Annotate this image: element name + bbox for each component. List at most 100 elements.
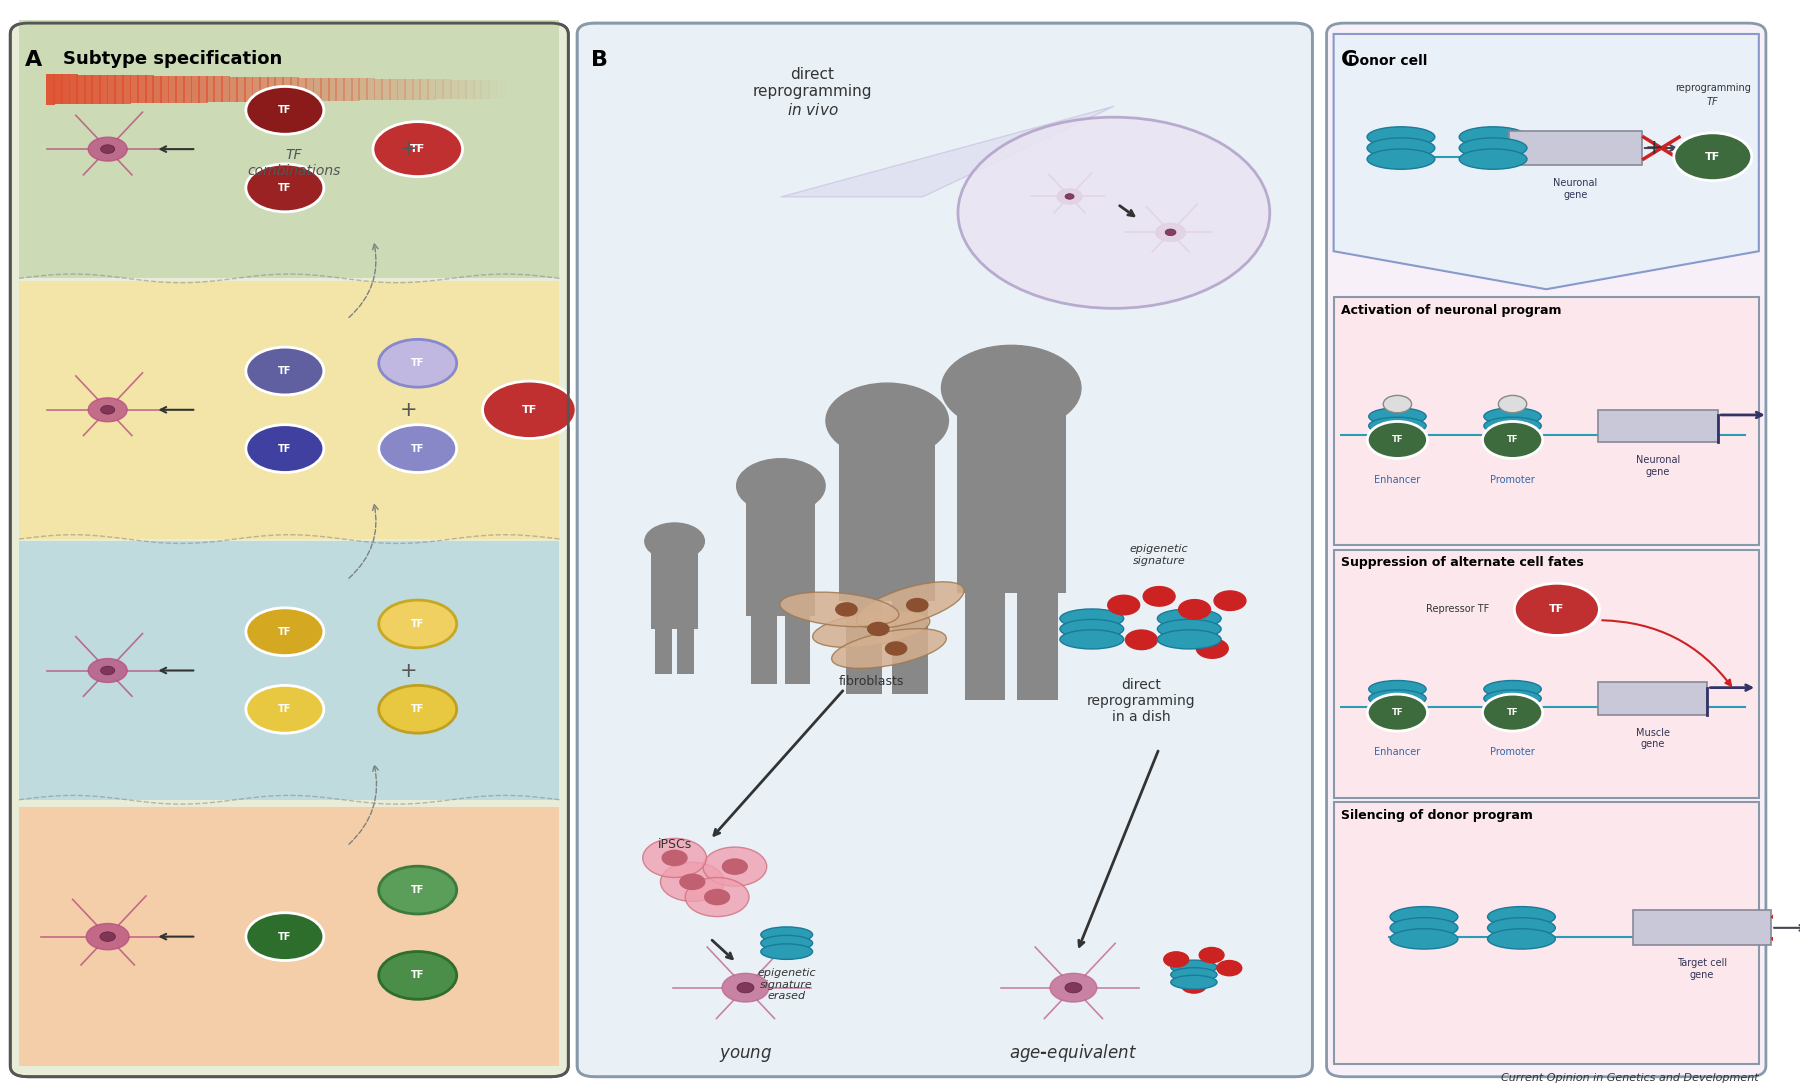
FancyBboxPatch shape: [578, 23, 1312, 1077]
Ellipse shape: [1483, 407, 1541, 425]
Ellipse shape: [761, 935, 812, 951]
Text: Enhancer: Enhancer: [1373, 475, 1420, 485]
Ellipse shape: [1366, 149, 1435, 169]
Bar: [1508, 131, 1642, 166]
Text: TF: TF: [1705, 151, 1721, 162]
Bar: [221, 76, 230, 102]
Bar: [450, 79, 459, 99]
Ellipse shape: [1483, 699, 1541, 717]
Text: direct
reprogramming
in a dish: direct reprogramming in a dish: [1087, 677, 1195, 724]
Ellipse shape: [761, 927, 812, 942]
Bar: [382, 78, 391, 100]
Bar: [20, 20, 560, 279]
Circle shape: [662, 851, 688, 866]
Ellipse shape: [1366, 138, 1435, 158]
FancyBboxPatch shape: [1327, 23, 1766, 1077]
Bar: [85, 75, 94, 105]
Bar: [45, 74, 56, 105]
Circle shape: [86, 923, 130, 950]
Circle shape: [1125, 631, 1157, 650]
Bar: [488, 81, 497, 99]
Bar: [160, 76, 169, 103]
Bar: [283, 77, 292, 101]
Text: TF: TF: [279, 443, 292, 454]
Circle shape: [247, 685, 324, 733]
Ellipse shape: [832, 628, 947, 669]
Circle shape: [1483, 421, 1543, 458]
Bar: [846, 592, 882, 695]
Circle shape: [868, 623, 889, 636]
Circle shape: [1368, 694, 1427, 731]
Bar: [191, 76, 200, 102]
Circle shape: [1165, 952, 1188, 967]
Text: TF: TF: [1507, 708, 1519, 718]
Bar: [434, 79, 445, 99]
Text: TF: TF: [410, 970, 425, 980]
Circle shape: [722, 859, 747, 874]
Text: Enhancer: Enhancer: [1373, 747, 1420, 757]
Bar: [76, 74, 86, 105]
Bar: [365, 78, 376, 100]
Ellipse shape: [1483, 681, 1541, 698]
Text: Subtype specification: Subtype specification: [63, 50, 283, 69]
Ellipse shape: [761, 944, 812, 959]
Circle shape: [247, 425, 324, 473]
Text: Muscle
gene: Muscle gene: [1636, 727, 1670, 749]
Circle shape: [101, 145, 115, 154]
Text: Neuronal
gene: Neuronal gene: [1636, 455, 1679, 477]
Bar: [328, 78, 337, 101]
Circle shape: [1066, 194, 1075, 199]
Circle shape: [378, 425, 457, 473]
Text: TF: TF: [410, 358, 425, 368]
Circle shape: [1197, 639, 1228, 658]
Circle shape: [247, 608, 324, 656]
Bar: [106, 75, 115, 103]
Ellipse shape: [1390, 929, 1458, 950]
Bar: [965, 584, 1006, 700]
Bar: [396, 78, 407, 100]
Polygon shape: [1334, 34, 1759, 290]
Bar: [184, 76, 193, 102]
Text: TF: TF: [1550, 604, 1564, 614]
Ellipse shape: [1170, 976, 1217, 989]
Polygon shape: [781, 107, 1114, 197]
Circle shape: [247, 347, 324, 395]
Bar: [351, 78, 360, 100]
Text: $\it{age}$-$\it{equivalent}$: $\it{age}$-$\it{equivalent}$: [1010, 1042, 1138, 1064]
Ellipse shape: [1060, 629, 1123, 649]
Ellipse shape: [1483, 690, 1541, 707]
Text: C: C: [1341, 50, 1357, 71]
Ellipse shape: [1487, 907, 1555, 927]
Bar: [412, 79, 421, 100]
Circle shape: [686, 878, 749, 917]
Bar: [61, 74, 70, 105]
Circle shape: [378, 952, 457, 1000]
Text: TF: TF: [410, 443, 425, 454]
Bar: [344, 78, 353, 100]
Ellipse shape: [1157, 620, 1220, 638]
Ellipse shape: [1157, 629, 1220, 649]
Text: iPSCs: iPSCs: [657, 839, 691, 852]
Circle shape: [941, 345, 1082, 431]
Ellipse shape: [1368, 681, 1426, 698]
Circle shape: [88, 659, 128, 683]
Circle shape: [706, 890, 729, 905]
Bar: [320, 77, 329, 101]
Circle shape: [1514, 584, 1600, 635]
Text: +: +: [400, 661, 418, 681]
Text: TF: TF: [410, 885, 425, 895]
Bar: [259, 77, 268, 101]
Circle shape: [680, 874, 706, 890]
Bar: [427, 79, 436, 99]
Bar: [20, 541, 560, 799]
Bar: [652, 544, 698, 628]
Bar: [751, 610, 778, 684]
Text: TF: TF: [410, 705, 425, 714]
Text: TF: TF: [279, 627, 292, 637]
Circle shape: [1165, 229, 1175, 235]
Ellipse shape: [1060, 620, 1123, 638]
Ellipse shape: [1368, 427, 1426, 444]
FancyBboxPatch shape: [11, 23, 569, 1077]
Bar: [304, 77, 315, 101]
Bar: [54, 74, 63, 105]
